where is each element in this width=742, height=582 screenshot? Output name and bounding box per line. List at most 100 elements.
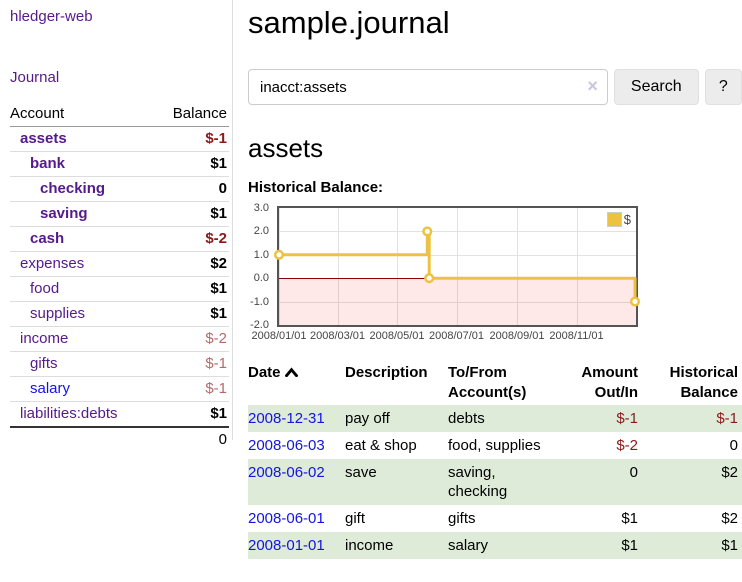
grid-line (517, 208, 518, 325)
transaction-amount: $-2 (616, 437, 638, 454)
date-column-header[interactable]: Date (248, 361, 345, 405)
accounts-total-balance: 0 (153, 426, 229, 452)
account-link[interactable]: salary (30, 380, 71, 397)
transaction-date-link[interactable]: 2008-06-01 (248, 510, 325, 527)
transaction-accounts: debts (448, 410, 485, 427)
account-balance: $1 (210, 405, 227, 422)
accounts-total-spacer (10, 426, 154, 452)
transaction-balance: $2 (721, 464, 738, 481)
y-tick-label: 0.0 (253, 272, 269, 285)
account-link[interactable]: cash (30, 230, 65, 247)
amount-column-header: Amount Out/In (581, 364, 638, 401)
account-row: supplies $1 (10, 301, 229, 327)
chart-plot-area[interactable]: $ (273, 206, 641, 327)
transaction-description: income (345, 537, 394, 554)
account-balance: $-2 (153, 226, 229, 252)
account-row: food $1 (10, 276, 229, 302)
y-tick-label: 2.0 (253, 225, 269, 238)
account-row: checking 0 (10, 176, 229, 202)
transaction-balance: $-1 (716, 410, 738, 427)
transaction-amount: $1 (621, 537, 638, 554)
transaction-row: 2008-06-02 save saving, checking 0 $2 (248, 459, 742, 505)
data-point-marker[interactable] (424, 273, 435, 284)
account-link[interactable]: saving (40, 205, 88, 222)
balance-column-header-register: Historical Balance (669, 364, 738, 401)
transaction-accounts: food, supplies (448, 437, 541, 454)
account-balance: $-1 (153, 126, 229, 152)
transaction-balance: $1 (721, 537, 738, 554)
account-balance: $-1 (153, 376, 229, 402)
transaction-amount: $-1 (616, 410, 638, 427)
account-link[interactable]: supplies (30, 305, 86, 322)
transaction-row: 2008-01-01 income salary $1 $1 (248, 532, 742, 559)
account-row: gifts $-1 (10, 351, 229, 377)
help-button[interactable]: ? (704, 69, 742, 105)
transaction-balance: $2 (721, 510, 738, 527)
accounts-table: Account Balance assets $-1 bank $1 check… (10, 103, 229, 452)
y-tick-label: -2.0 (250, 319, 269, 331)
transaction-balance: 0 (729, 437, 738, 454)
clear-search-icon[interactable]: × (587, 76, 598, 96)
transaction-date-link[interactable]: 2008-06-03 (248, 437, 325, 454)
x-tick-label: 2008/11/01 (549, 330, 604, 342)
search-box: × (248, 69, 608, 105)
transaction-date-link[interactable]: 2008-06-02 (248, 464, 325, 481)
transaction-amount: $1 (621, 510, 638, 527)
account-balance: $-2 (153, 326, 229, 352)
accounts-total-row: 0 (10, 426, 229, 452)
grid-line (397, 208, 398, 325)
data-point-marker[interactable] (422, 226, 433, 237)
transaction-row: 2008-06-03 eat & shop food, supplies $-2… (248, 432, 742, 459)
historical-balance-chart: $ 3.0 2.0 1.0 0.0 -1.0 -2.0 2008/01/01 2008/03… (250, 202, 641, 346)
chart-legend: $ (604, 211, 633, 228)
search-input[interactable] (249, 70, 607, 104)
account-link[interactable]: bank (30, 155, 66, 172)
legend-swatch (606, 212, 622, 227)
account-link[interactable]: liabilities:debts (20, 405, 118, 422)
account-heading: assets (248, 133, 324, 163)
sort-ascending-icon[interactable] (284, 363, 298, 383)
account-row: income $-2 (10, 326, 229, 352)
grid-line (279, 254, 636, 256)
account-row: liabilities:debts $1 (10, 402, 229, 428)
transaction-row: 2008-06-01 gift gifts $1 $2 (248, 505, 742, 532)
app-title[interactable]: hledger-web (10, 8, 93, 25)
account-balance: $-1 (153, 351, 229, 377)
search-button[interactable]: Search (613, 69, 699, 105)
main-content: sample.journal × Search ? assets Histori… (248, 0, 742, 559)
account-link[interactable]: food (30, 280, 60, 297)
transaction-accounts: gifts (448, 510, 476, 527)
grid-line (576, 208, 578, 325)
data-point-marker[interactable] (273, 249, 285, 260)
transaction-date-link[interactable]: 2008-12-31 (248, 410, 325, 427)
chart-title: Historical Balance: (248, 179, 384, 196)
account-link[interactable]: gifts (30, 355, 58, 372)
description-column-header: Description (345, 364, 428, 381)
account-link[interactable]: income (20, 330, 69, 347)
x-tick-label: 2008/03/01 (309, 330, 366, 342)
transaction-description: pay off (345, 410, 390, 427)
account-balance: $1 (153, 301, 229, 327)
account-link[interactable]: checking (40, 180, 106, 197)
series-line (279, 229, 637, 302)
account-row: bank $1 (10, 151, 229, 177)
account-link[interactable]: assets (20, 130, 67, 147)
sidebar-item-journal[interactable]: Journal (10, 69, 60, 86)
x-tick-label: 2008/01/01 (251, 330, 307, 342)
account-link[interactable]: expenses (20, 255, 85, 272)
balance-column-header: Balance (153, 103, 229, 127)
y-tick-label: 1.0 (253, 248, 269, 261)
transaction-amount: 0 (629, 464, 638, 481)
transaction-date-link[interactable]: 2008-01-01 (248, 537, 325, 554)
balance-series (273, 226, 641, 307)
account-row: expenses $2 (10, 251, 229, 277)
account-balance: $1 (153, 276, 229, 302)
accounts-table-header-row: Account Balance (10, 103, 229, 127)
account-balance: 0 (153, 176, 229, 202)
transaction-description: gift (345, 510, 366, 527)
data-point-marker[interactable] (629, 296, 641, 307)
account-row: assets $-1 (10, 126, 229, 152)
account-row: saving $1 (10, 201, 229, 227)
grid-line (279, 301, 636, 303)
